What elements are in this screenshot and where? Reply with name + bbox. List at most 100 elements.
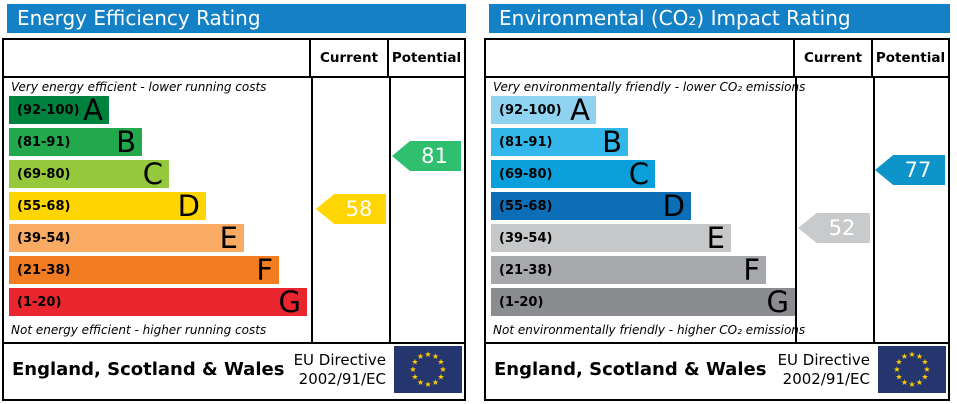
svg-text:★: ★: [921, 373, 928, 382]
svg-text:★: ★: [424, 350, 431, 359]
energy-efficiency-panel: Energy Efficiency Rating Current Potenti…: [2, 4, 466, 401]
potential-column-line: [389, 78, 391, 342]
svg-text:★: ★: [432, 352, 439, 361]
band-g: (1-20) G: [491, 285, 795, 319]
bottom-caption: Not energy efficient - higher running co…: [11, 323, 267, 337]
column-header-spacer: [486, 40, 793, 76]
eu-flag-stars: ★ ★ ★★ ★★ ★★ ★★ ★★: [893, 350, 930, 389]
band-letter: C: [628, 157, 649, 191]
band-e: (39-54) E: [491, 221, 731, 255]
band-a: (92-100) A: [491, 96, 596, 125]
svg-text:★: ★: [417, 352, 424, 361]
rating-scale-area: Very energy efficient - lower running co…: [4, 78, 464, 342]
band-letter: C: [142, 157, 163, 191]
band-f: (21-38) F: [9, 253, 279, 287]
svg-text:★: ★: [439, 365, 446, 374]
band-range: (21-38): [499, 262, 553, 278]
svg-text:★: ★: [437, 373, 444, 382]
band-g: (1-20) G: [9, 285, 307, 319]
potential-column-header: Potential: [875, 50, 946, 66]
svg-text:★: ★: [432, 378, 439, 387]
band-range: (69-80): [499, 166, 553, 182]
rating-table: Current Potential Very energy efficient …: [2, 38, 466, 401]
band-range: (55-68): [17, 198, 71, 214]
band-c: (69-80) C: [9, 157, 169, 191]
top-caption: Very energy efficient - lower running co…: [11, 80, 267, 94]
potential-column-line: [873, 78, 875, 342]
svg-text:★: ★: [417, 378, 424, 387]
band-range: (21-38): [17, 262, 71, 278]
band-letter: D: [177, 189, 200, 223]
band-a: (92-100) A: [9, 93, 109, 127]
svg-text:★: ★: [908, 380, 915, 389]
column-header-row: Current Potential: [4, 40, 464, 78]
eu-flag-stars: ★ ★ ★★ ★★ ★★ ★★ ★★: [409, 350, 446, 389]
top-caption: Very environmentally friendly - lower CO…: [493, 80, 806, 94]
svg-text:★: ★: [437, 358, 444, 367]
band-b: (81-91) B: [491, 125, 628, 159]
band-range: (81-91): [499, 134, 553, 150]
eu-directive-line1: EU Directive: [777, 350, 870, 369]
panel-title: Environmental (CO₂) Impact Rating: [489, 4, 950, 33]
band-d: (55-68) D: [491, 189, 691, 223]
band-range: (1-20): [499, 294, 544, 310]
environmental-impact-panel: Environmental (CO₂) Impact Rating Curren…: [484, 4, 950, 401]
band-letter: B: [602, 125, 622, 159]
band-letter: E: [706, 221, 725, 255]
band-letter: G: [766, 285, 789, 319]
band-range: (55-68): [499, 198, 553, 214]
eu-directive-line2: 2002/91/EC: [782, 369, 870, 388]
column-header-spacer: [4, 40, 309, 76]
band-range: (81-91): [17, 134, 71, 150]
potential-column-header: Potential: [391, 50, 462, 66]
eu-directive-line2: 2002/91/EC: [298, 369, 386, 388]
svg-text:★: ★: [921, 358, 928, 367]
current-rating-value: 58: [345, 197, 373, 221]
potential-rating-value: 77: [904, 158, 932, 182]
column-divider: [871, 40, 873, 76]
eu-directive-label: EU Directive 2002/91/EC: [294, 351, 386, 389]
svg-text:★: ★: [424, 380, 431, 389]
current-column-line: [795, 78, 797, 342]
band-letter: A: [83, 93, 103, 127]
svg-text:★: ★: [916, 352, 923, 361]
band-letter: F: [256, 253, 273, 287]
band-range: (1-20): [17, 294, 62, 310]
svg-text:★: ★: [901, 378, 908, 387]
band-letter: F: [743, 253, 760, 287]
svg-text:★: ★: [923, 365, 930, 374]
svg-text:★: ★: [895, 373, 902, 382]
band-f: (21-38) F: [491, 253, 766, 287]
svg-text:★: ★: [411, 373, 418, 382]
current-column-header: Current: [803, 50, 863, 66]
region-label: England, Scotland & Wales: [12, 359, 285, 380]
band-letter: E: [219, 221, 238, 255]
current-column-header: Current: [319, 50, 379, 66]
band-range: (69-80): [17, 166, 71, 182]
band-letter: D: [662, 189, 685, 223]
column-header-row: Current Potential: [486, 40, 948, 78]
column-divider: [387, 40, 389, 76]
band-range: (92-100): [499, 102, 562, 118]
svg-text:★: ★: [411, 358, 418, 367]
current-rating-value: 52: [828, 216, 856, 240]
band-range: (39-54): [499, 230, 553, 246]
footer-row: England, Scotland & Wales EU Directive 2…: [4, 342, 464, 395]
eu-flag-icon: ★ ★ ★ ★ ★ ★ ★ ★ ★ ★ ★ ★: [878, 346, 946, 393]
potential-rating-arrow: 77: [875, 155, 945, 185]
current-column-line: [311, 78, 313, 342]
column-divider: [309, 40, 311, 76]
current-rating-arrow: 58: [316, 194, 386, 224]
region-label: England, Scotland & Wales: [494, 359, 767, 380]
potential-rating-value: 81: [421, 144, 448, 168]
band-letter: B: [116, 125, 136, 159]
band-d: (55-68) D: [9, 189, 206, 223]
potential-rating-arrow: 81: [392, 141, 461, 171]
svg-text:★: ★: [895, 358, 902, 367]
svg-text:★: ★: [409, 365, 416, 374]
eu-directive-line1: EU Directive: [293, 350, 386, 369]
rating-table: Current Potential Very environmentally f…: [484, 38, 950, 401]
band-e: (39-54) E: [9, 221, 244, 255]
band-letter: G: [278, 285, 301, 319]
current-rating-arrow: 52: [798, 213, 870, 243]
